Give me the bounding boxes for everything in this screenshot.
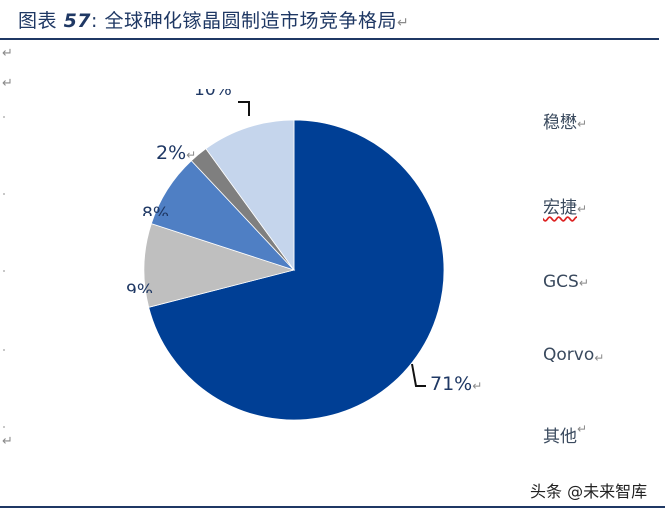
figure-number: 57 <box>63 10 92 32</box>
slice-label-71: 71%↵ <box>430 373 483 395</box>
leader-line-top <box>238 101 250 116</box>
return-mark-icon: ↵ <box>577 117 588 131</box>
pie-slice-1 <box>143 223 296 308</box>
return-mark-icon: ↵ <box>396 15 410 31</box>
figure-title-prefix: 图表 <box>18 10 58 32</box>
legend-item-gcs: GCS↵ <box>543 272 589 292</box>
return-mark-icon: ↵ <box>594 351 605 365</box>
margin-dot <box>3 426 5 428</box>
legend-item-qorvo: Qorvo↵ <box>543 347 605 365</box>
pie-slice-4 <box>205 119 295 272</box>
margin-dot <box>3 193 5 195</box>
slice-label-8: 8% <box>142 204 169 216</box>
legend-item-win-semi: 稳懋↵ <box>543 113 588 133</box>
figure-title: 图表 57: 全球砷化镓晶圆制造市场竞争格局↵ <box>18 6 409 33</box>
margin-dot <box>3 116 5 118</box>
margin-dot <box>3 349 5 351</box>
pie-slice-0 <box>148 119 445 421</box>
legend-item-advanced-wireless: 宏捷↵ <box>543 198 588 218</box>
return-mark-icon: ↵ <box>472 379 483 393</box>
legend-item-others: 其他↵ <box>543 422 588 447</box>
watermark: 头条 @未来智库 <box>530 482 648 501</box>
title-divider <box>0 38 659 40</box>
leader-line-71 <box>411 363 426 387</box>
slice-label-top-clipped: 10% <box>194 89 232 99</box>
return-mark-icon: ↵ <box>577 202 588 216</box>
return-mark-icon: ↵ <box>186 148 197 162</box>
return-mark-icon: ↵ <box>2 434 13 449</box>
return-mark-icon: ↵ <box>577 422 588 436</box>
slice-label-2: 2%↵ <box>156 142 197 164</box>
return-mark-icon: ↵ <box>578 276 589 290</box>
figure-title-colon: : <box>91 10 98 32</box>
bottom-divider <box>0 506 665 508</box>
figure-title-text: 全球砷化镓晶圆制造市场竞争格局 <box>104 10 397 32</box>
return-mark-icon: ↵ <box>2 76 13 91</box>
return-mark-icon: ↵ <box>2 46 13 61</box>
margin-dot <box>3 270 5 272</box>
slice-label-9: 9% <box>126 281 153 293</box>
